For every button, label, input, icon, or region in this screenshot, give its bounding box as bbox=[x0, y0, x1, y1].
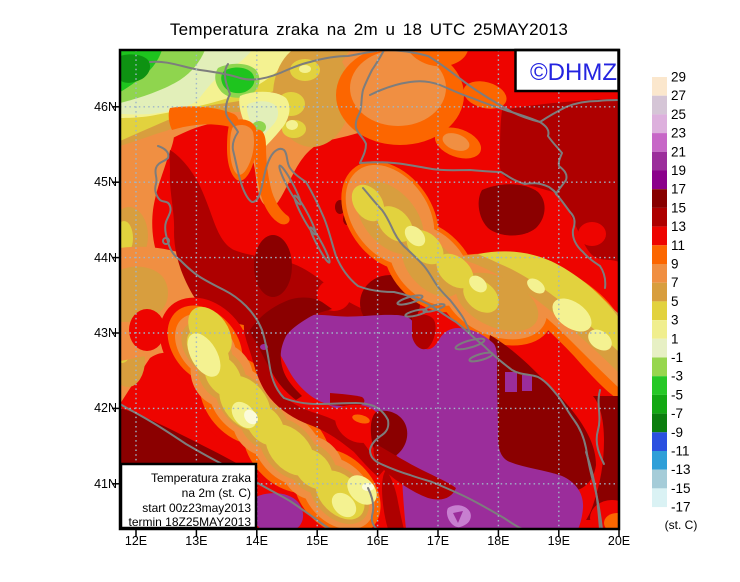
svg-text:20E: 20E bbox=[608, 534, 630, 548]
svg-text:18E: 18E bbox=[487, 534, 509, 548]
svg-text:15: 15 bbox=[671, 200, 686, 215]
svg-text:16E: 16E bbox=[366, 534, 388, 548]
svg-text:3: 3 bbox=[671, 313, 679, 328]
svg-text:(st. C): (st. C) bbox=[665, 518, 698, 532]
svg-text:17E: 17E bbox=[427, 534, 449, 548]
svg-text:19: 19 bbox=[671, 163, 686, 178]
svg-text:11: 11 bbox=[671, 238, 685, 253]
svg-text:-11: -11 bbox=[671, 444, 690, 459]
svg-text:-17: -17 bbox=[671, 500, 691, 515]
svg-text:na 2m (st. C): na 2m (st. C) bbox=[182, 486, 251, 500]
svg-text:13: 13 bbox=[671, 219, 686, 234]
svg-text:start 00z23may2013: start 00z23may2013 bbox=[142, 501, 251, 515]
svg-text:-1: -1 bbox=[671, 350, 683, 365]
svg-text:46N: 46N bbox=[94, 100, 117, 114]
svg-text:-15: -15 bbox=[671, 481, 691, 496]
svg-text:-7: -7 bbox=[671, 406, 683, 421]
svg-text:5: 5 bbox=[671, 294, 679, 309]
svg-text:termin 18Z25MAY2013: termin 18Z25MAY2013 bbox=[128, 515, 251, 529]
svg-text:-5: -5 bbox=[671, 387, 683, 402]
svg-text:15E: 15E bbox=[306, 534, 328, 548]
svg-text:25: 25 bbox=[671, 107, 686, 122]
svg-text:19E: 19E bbox=[548, 534, 570, 548]
svg-text:17: 17 bbox=[671, 182, 686, 197]
svg-text:45N: 45N bbox=[94, 175, 117, 189]
svg-text:©DHMZ: ©DHMZ bbox=[530, 59, 617, 86]
svg-text:Temperatura zraka: Temperatura zraka bbox=[151, 471, 251, 485]
svg-text:21: 21 bbox=[671, 144, 686, 159]
svg-text:14E: 14E bbox=[246, 534, 268, 548]
svg-text:27: 27 bbox=[671, 88, 686, 103]
svg-text:Temperatura zraka na 2m u 18 U: Temperatura zraka na 2m u 18 UTC 25MAY20… bbox=[170, 20, 568, 39]
svg-text:-13: -13 bbox=[671, 462, 691, 477]
svg-text:44N: 44N bbox=[94, 251, 117, 265]
svg-text:13E: 13E bbox=[185, 534, 207, 548]
svg-text:29: 29 bbox=[671, 70, 686, 85]
svg-text:43N: 43N bbox=[94, 326, 117, 340]
svg-text:42N: 42N bbox=[94, 401, 117, 415]
svg-text:12E: 12E bbox=[125, 534, 147, 548]
svg-text:-3: -3 bbox=[671, 369, 683, 384]
svg-text:-9: -9 bbox=[671, 425, 683, 440]
svg-text:23: 23 bbox=[671, 126, 686, 141]
svg-text:9: 9 bbox=[671, 257, 679, 272]
svg-text:1: 1 bbox=[671, 331, 679, 346]
svg-text:7: 7 bbox=[671, 275, 679, 290]
svg-text:41N: 41N bbox=[94, 477, 117, 491]
